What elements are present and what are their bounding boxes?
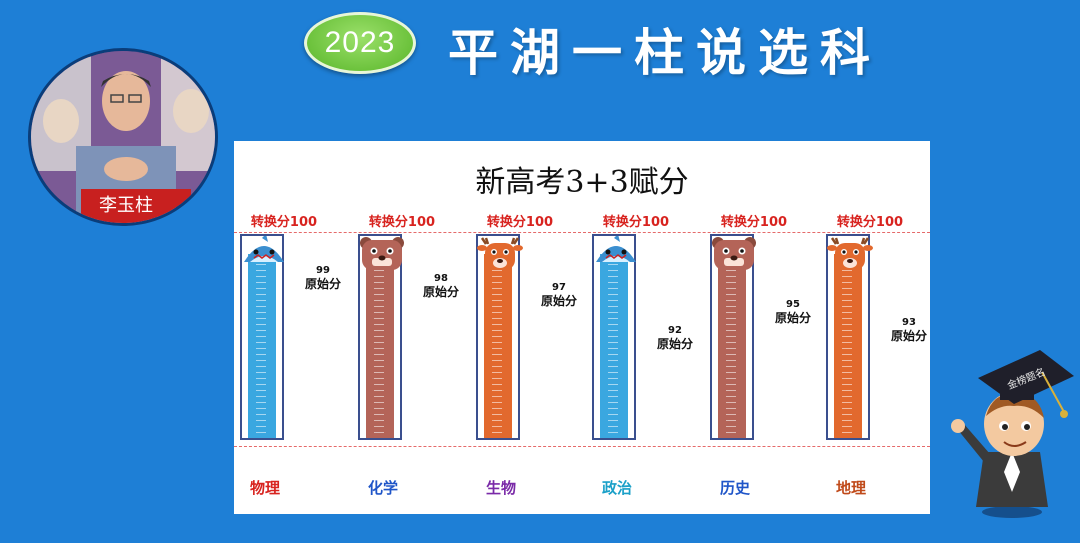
subject-column: 转换分100 95 原始分历史: [704, 141, 824, 514]
tube-ticks: [256, 258, 266, 438]
tube-ticks: [374, 258, 384, 438]
score-tube: [710, 234, 756, 440]
raw-score-text: 原始分: [890, 328, 927, 343]
year-badge: 2023: [304, 12, 416, 74]
presenter-avatar: 李玉柱: [28, 48, 218, 226]
top-dashed-line: [234, 232, 930, 233]
raw-score-text: 原始分: [774, 311, 811, 326]
converted-score-label: 转换分100: [368, 215, 436, 230]
tube-ticks: [726, 258, 736, 438]
raw-score-value: 95: [786, 299, 800, 311]
raw-score-label: 93 原始分: [886, 317, 932, 343]
converted-score-label: 转换分100: [720, 215, 788, 230]
raw-score-value: 93: [902, 316, 916, 328]
subject-label: 政治: [601, 479, 632, 497]
converted-score-label: 转换分100: [250, 215, 318, 230]
avatar-nameplate: 李玉柱: [99, 195, 153, 216]
subject-column: 转换分100 97 原始分生物: [470, 141, 590, 514]
page-title: 平湖一柱说选科: [448, 23, 882, 82]
chart-panel: 新高考3+3赋分 转换分100 99 原始分 物理 转换分100 98 原始分 化学 转换分10…: [234, 141, 930, 514]
subject-column: 转换分100 98 原始分化学: [352, 141, 472, 514]
subject-column: 转换分100 99 原始分物理: [234, 141, 354, 514]
subject-label: 历史: [719, 479, 750, 497]
score-tube: [240, 234, 284, 440]
raw-score-text: 原始分: [656, 337, 693, 352]
score-tube: [592, 234, 636, 440]
raw-score-value: 92: [668, 325, 682, 337]
subject-label: 生物: [485, 479, 516, 497]
chart-title: 新高考3+3赋分: [475, 165, 689, 200]
subject-label: 地理: [835, 479, 866, 497]
tube-ticks: [608, 258, 618, 438]
subject-label: 物理: [249, 479, 280, 497]
tube-ticks: [492, 258, 502, 438]
score-tube: [476, 234, 523, 440]
raw-score-label: 95 原始分: [770, 299, 816, 325]
raw-score-label: 99 原始分: [300, 265, 346, 291]
score-tube: [358, 234, 404, 440]
tube-ticks: [842, 258, 852, 438]
year-text: 2023: [324, 26, 396, 59]
raw-score-text: 原始分: [422, 285, 459, 300]
raw-score-text: 原始分: [304, 276, 341, 291]
converted-score-label: 转换分100: [602, 215, 670, 230]
raw-score-text: 原始分: [540, 293, 577, 308]
score-tube: [826, 234, 873, 440]
raw-score-label: 97 原始分: [536, 282, 582, 308]
converted-score-label: 转换分100: [486, 215, 554, 230]
bottom-dashed-line: [234, 446, 930, 447]
raw-score-value: 98: [434, 273, 448, 285]
raw-score-value: 99: [316, 264, 330, 276]
raw-score-value: 97: [552, 281, 566, 293]
converted-score-label: 转换分100: [836, 215, 904, 230]
subject-column: 转换分100 92 原始分政治: [586, 141, 706, 514]
subject-column: 转换分100 93 原始分地理: [820, 141, 940, 514]
subject-label: 化学: [367, 479, 398, 497]
raw-score-label: 92 原始分: [652, 325, 698, 351]
raw-score-label: 98 原始分: [418, 273, 464, 299]
graduate-boy-mascot: 金榜题名: [951, 350, 1074, 518]
